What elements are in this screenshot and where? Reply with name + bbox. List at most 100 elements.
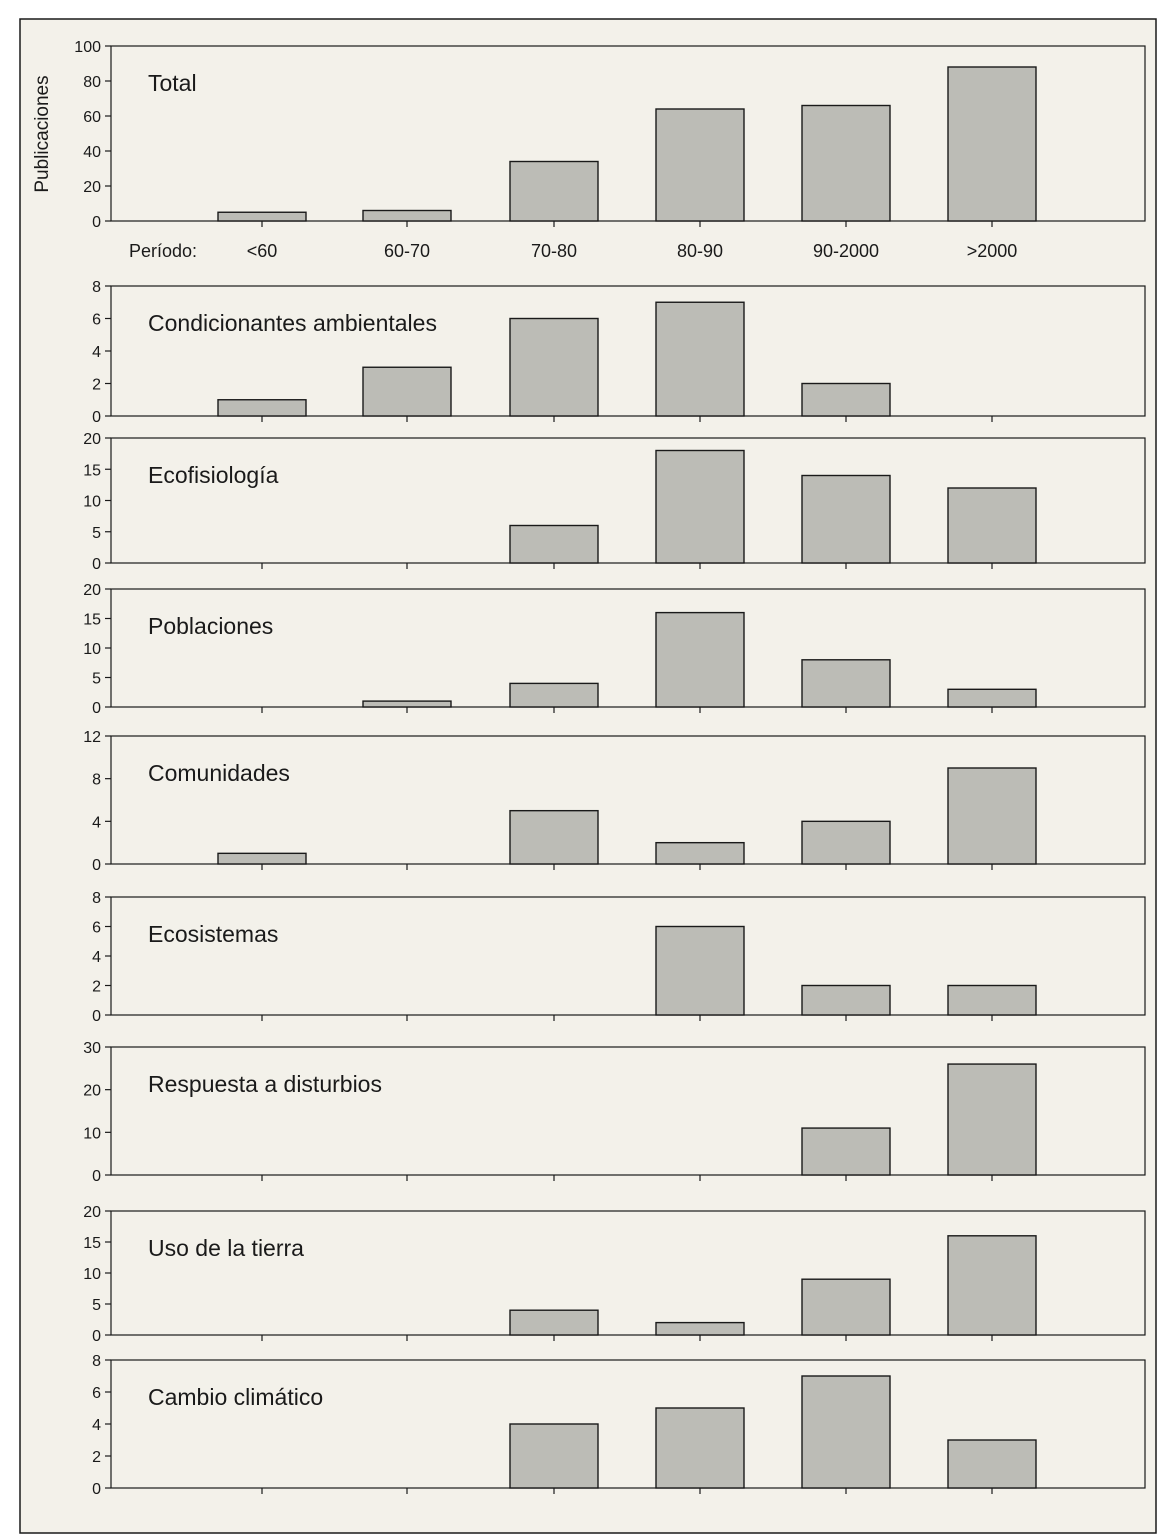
category-label: 90-2000 <box>813 241 879 261</box>
panel-ecofisiologia: 0 5 10 15 20 Ecofisiología <box>83 431 1146 573</box>
y-tick-label: 5 <box>92 525 101 542</box>
bar <box>509 317 599 417</box>
bar <box>801 820 891 865</box>
panel-title: Poblaciones <box>148 613 273 639</box>
bar <box>509 809 599 865</box>
y-tick-label: 2 <box>92 377 101 394</box>
y-tick-label: 4 <box>92 949 101 966</box>
panel-poblaciones: 0 5 10 15 20 Poblaciones <box>83 582 1146 717</box>
y-tick-label: 4 <box>92 344 101 361</box>
category-label: <60 <box>247 241 278 261</box>
bar <box>217 399 307 417</box>
bar <box>801 104 891 222</box>
y-tick-label: 40 <box>83 144 101 161</box>
bar <box>655 841 745 865</box>
bar <box>509 524 599 564</box>
y-tick-label: 0 <box>92 700 101 717</box>
y-tick-label: 0 <box>92 1008 101 1025</box>
y-tick-label: 10 <box>83 1266 101 1283</box>
panel-title: Uso de la tierra <box>148 1235 304 1261</box>
bar <box>509 1423 599 1489</box>
y-tick-label: 8 <box>92 890 101 907</box>
bar <box>801 659 891 708</box>
y-tick-label: 20 <box>83 431 101 448</box>
category-label: >2000 <box>967 241 1018 261</box>
y-tick-label: 20 <box>83 1083 101 1100</box>
y-tick-label: 6 <box>92 1385 101 1402</box>
y-tick-label: 10 <box>83 641 101 658</box>
y-tick-label: 5 <box>92 671 101 688</box>
panel-ecosistemas: 0 2 4 6 8 Ecosistemas <box>92 890 1146 1025</box>
bar <box>362 209 452 222</box>
panel-total: 0 20 40 60 80 100 Total <60 60-70 70-80 80-90 90-20… <box>74 39 1146 261</box>
y-tick-label: 5 <box>92 1297 101 1314</box>
y-tick-label: 2 <box>92 1449 101 1466</box>
category-label: 60-70 <box>384 241 430 261</box>
bar <box>947 767 1037 865</box>
bar <box>947 1235 1037 1336</box>
bar <box>217 211 307 222</box>
bar <box>655 108 745 222</box>
panel-title: Condicionantes ambientales <box>148 310 437 336</box>
panel-title: Ecosistemas <box>148 921 278 947</box>
y-tick-label: 10 <box>83 1125 101 1142</box>
plot-frame <box>110 45 1146 222</box>
y-tick-label: 80 <box>83 74 101 91</box>
y-tick-label: 100 <box>74 39 101 56</box>
y-tick-label: 0 <box>92 857 101 874</box>
y-tick-label: 8 <box>92 279 101 296</box>
period-prefix-label: Período: <box>129 241 197 261</box>
category-label: 80-90 <box>677 241 723 261</box>
panel-title: Ecofisiología <box>148 462 279 488</box>
panel-condicionantes-ambientales: 0 2 4 6 8 Condicionantes ambientales <box>92 279 1146 426</box>
y-tick-label: 4 <box>92 1417 101 1434</box>
y-tick-label: 0 <box>92 214 101 231</box>
y-tick-label: 8 <box>92 772 101 789</box>
y-tick-label: 0 <box>92 409 101 426</box>
bar <box>947 984 1037 1016</box>
bar <box>509 682 599 708</box>
plot-frame <box>110 735 1146 865</box>
y-tick-label: 30 <box>83 1040 101 1057</box>
panel-comunidades: 0 4 8 12 Comunidades <box>83 729 1146 874</box>
y-tick-label: 8 <box>92 1353 101 1370</box>
bar <box>947 66 1037 222</box>
bar <box>509 1309 599 1336</box>
y-tick-label: 0 <box>92 1481 101 1498</box>
panel-uso-de-la-tierra: 0 5 10 15 20 Uso de la tierra <box>83 1204 1146 1345</box>
bar <box>947 487 1037 564</box>
bar <box>801 1127 891 1176</box>
y-tick-label: 60 <box>83 109 101 126</box>
panel-title: Cambio climático <box>148 1384 323 1410</box>
panel-title: Comunidades <box>148 760 290 786</box>
y-tick-label: 2 <box>92 979 101 996</box>
y-tick-label: 15 <box>83 1235 101 1252</box>
y-tick-label: 6 <box>92 312 101 329</box>
bar <box>655 925 745 1016</box>
bar <box>509 160 599 222</box>
panel-title: Respuesta a disturbios <box>148 1071 382 1097</box>
plot-frame <box>110 1046 1146 1176</box>
bar <box>655 611 745 708</box>
y-tick-label: 20 <box>83 582 101 599</box>
bar <box>655 1407 745 1489</box>
panel-respuesta-a-disturbios: 0 10 20 30 Respuesta a disturbios <box>83 1040 1146 1185</box>
y-tick-label: 6 <box>92 920 101 937</box>
y-tick-label: 20 <box>83 1204 101 1221</box>
y-tick-label: 0 <box>92 556 101 573</box>
bar <box>217 852 307 865</box>
panel-cambio-climatico: 0 2 4 6 8 Cambio climático <box>92 1353 1146 1498</box>
y-axis-label: Publicaciones <box>32 75 53 192</box>
bar <box>947 1063 1037 1176</box>
bar <box>362 366 452 417</box>
bar <box>655 449 745 564</box>
panel-title: Total <box>148 70 197 96</box>
bar <box>655 301 745 417</box>
bar <box>801 984 891 1016</box>
y-tick-label: 20 <box>83 179 101 196</box>
y-tick-label: 0 <box>92 1168 101 1185</box>
y-tick-label: 4 <box>92 814 101 831</box>
bar <box>801 382 891 417</box>
